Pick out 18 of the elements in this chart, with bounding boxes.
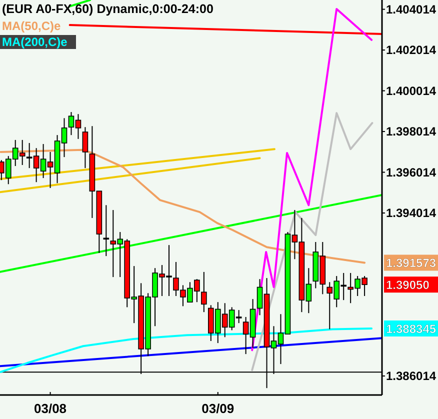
y-tick-label: 1.398014	[386, 124, 436, 139]
data-label: 1.388345	[386, 322, 436, 336]
chart-title: (EUR A0-FX,60) Dynamic,0:00-24:00	[2, 2, 214, 16]
y-tick-label: 1.396014	[386, 165, 436, 180]
x-tick-label: 03/08	[34, 401, 67, 416]
candlestick	[103, 204, 110, 257]
y-tick-label: 1.394014	[386, 206, 436, 220]
y-tick-label: 1.386014	[386, 369, 436, 384]
y-tick-label: 1.400014	[386, 84, 436, 98]
y-tick-label: 1.402014	[386, 43, 436, 58]
text: 1.39050	[386, 278, 430, 292]
y-tick-label: 1.404014	[386, 2, 436, 16]
x-tick-label: 03/09	[202, 401, 234, 416]
text: MA(50,C)e	[2, 19, 61, 33]
text: MA(200,C)e	[2, 35, 68, 49]
candlestick	[82, 126, 88, 169]
candlestick	[201, 271, 207, 313]
data-label: 1.391573	[386, 256, 436, 270]
